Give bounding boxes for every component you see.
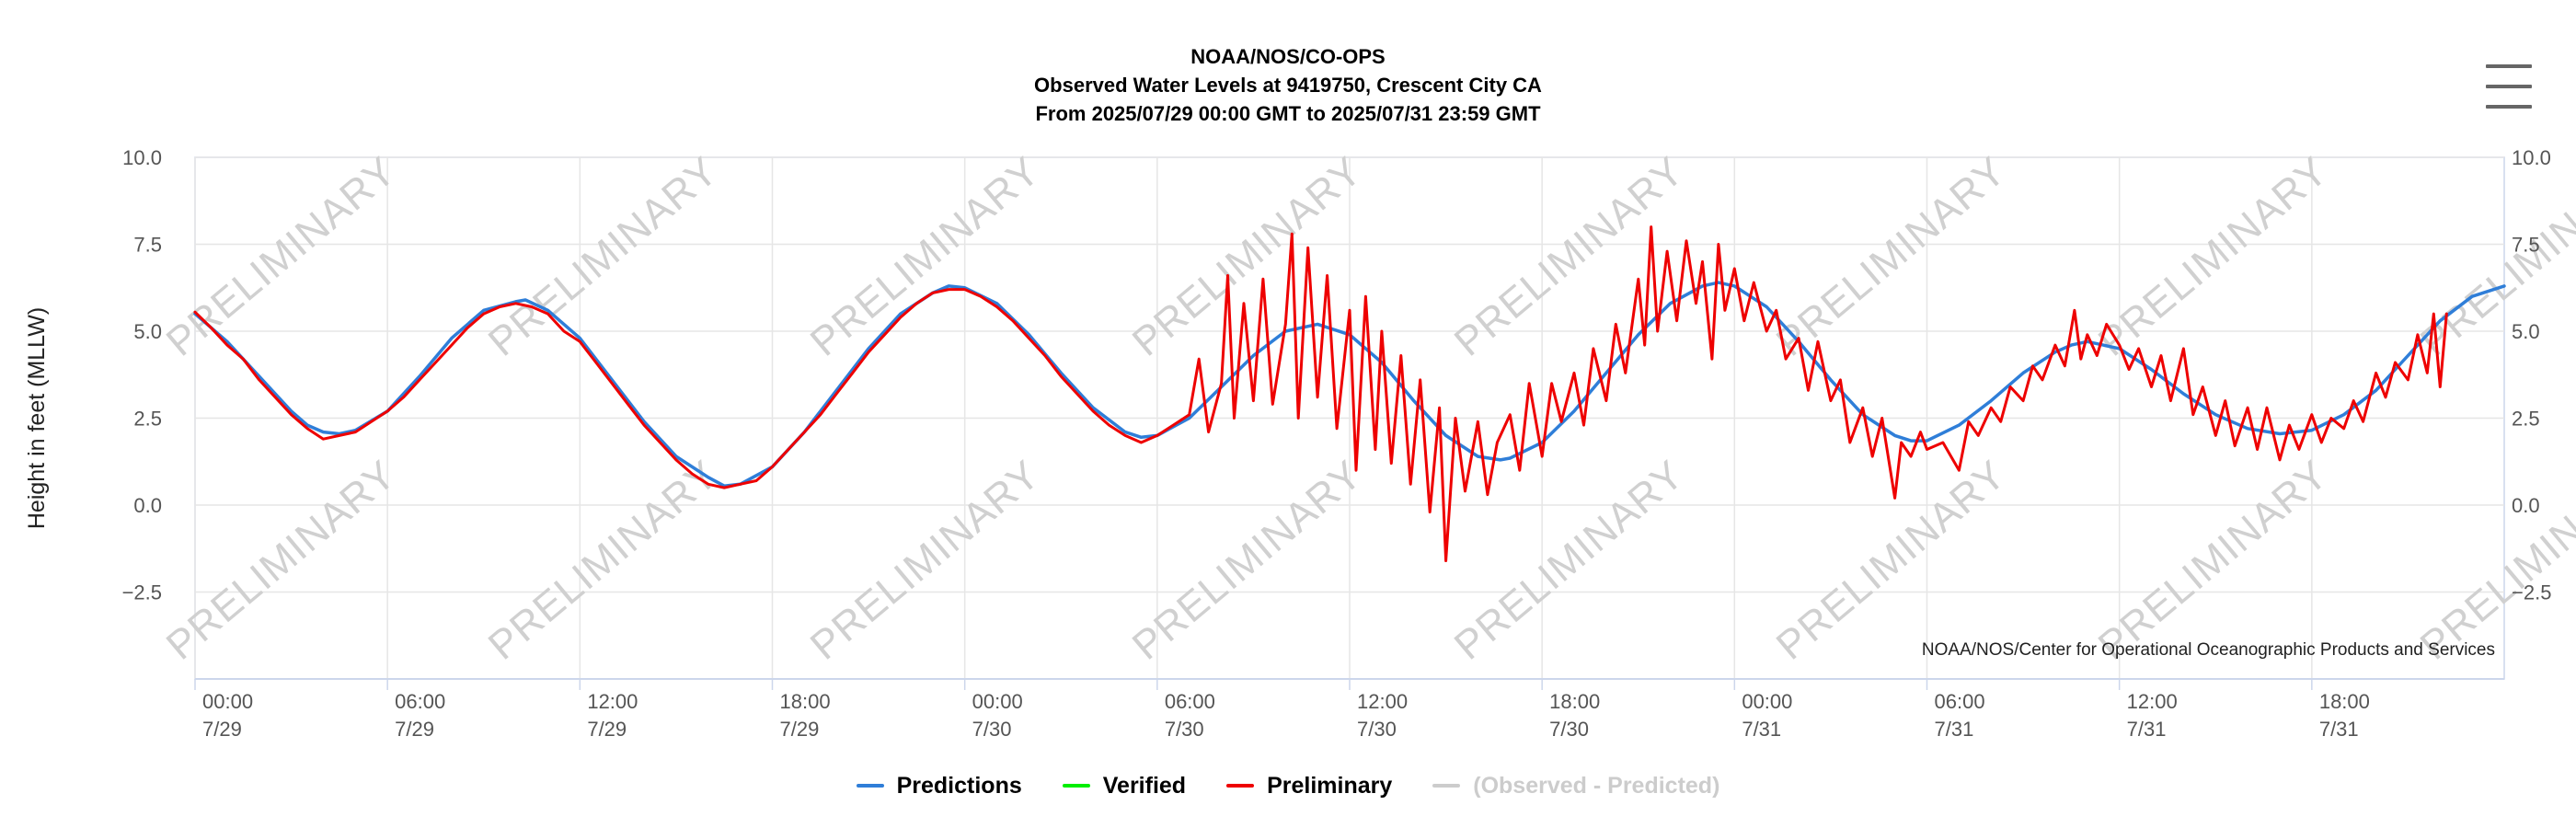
legend-label: Verified (1102, 772, 1187, 799)
x-tick-date-label: 7/31 (1935, 718, 1974, 741)
x-tick-date-label: 7/29 (202, 718, 242, 741)
x-tick-time-label: 00:00 (972, 690, 1023, 713)
y-tick-label-right: 7.5 (2512, 234, 2540, 257)
x-tick-time-label: 06:00 (395, 690, 445, 713)
title-line-station: Observed Water Levels at 9419750, Cresce… (1034, 74, 1542, 97)
x-tick-time-label: 06:00 (1935, 690, 1985, 713)
watermark-text: PRELIMINARY (2412, 452, 2576, 669)
x-tick-time-label: 12:00 (587, 690, 638, 713)
legend-label: Preliminary (1267, 772, 1393, 799)
y-tick-label-left: 0.0 (133, 494, 162, 517)
y-tick-label-left: 10.0 (122, 146, 162, 169)
legend-swatch (1062, 784, 1090, 788)
x-tick-date-label: 7/31 (2319, 718, 2359, 741)
x-tick-date-label: 7/30 (1549, 718, 1589, 741)
watermark-text: PRELIMINARY (2090, 148, 2337, 365)
x-tick-date-label: 7/29 (780, 718, 820, 741)
y-tick-label-right: 10.0 (2512, 146, 2551, 169)
x-tick-date-label: 7/30 (1357, 718, 1397, 741)
y-tick-label-left: 2.5 (133, 408, 162, 431)
axes: 10.0 10.0 7.5 7.5 5.0 5.0 2.5 2.5 0.0 0.0 −2.5 −2.5… (24, 146, 2551, 741)
x-tick-date-label: 7/30 (972, 718, 1012, 741)
watermark-text: PRELIMINARY (802, 148, 1049, 365)
legend-item-observed-predicted[interactable]: (Observed - Predicted) (1432, 773, 1719, 799)
x-tick-date-label: 7/31 (1742, 718, 1781, 741)
y-axis-title: Height in feet (MLLW) (24, 307, 50, 529)
x-tick-date-label: 7/30 (1165, 718, 1204, 741)
watermark-text: PRELIMINARY (1124, 452, 1371, 669)
x-tick-time-label: 18:00 (780, 690, 831, 713)
series-line-predictions (193, 281, 2506, 488)
x-tick-time-label: 18:00 (1549, 690, 1600, 713)
chart-credits[interactable]: NOAA/NOS/Center for Operational Oceanogr… (1922, 640, 2495, 660)
hamburger-menu-icon[interactable] (2484, 63, 2534, 110)
legend-swatch (1432, 784, 1461, 788)
x-tick-date-label: 7/31 (2127, 718, 2167, 741)
legend-item-predictions[interactable]: Predictions (856, 772, 1022, 799)
watermark-text: PRELIMINARY (1768, 148, 2015, 365)
y-tick-label-right: 2.5 (2512, 408, 2540, 431)
chart-legend: Predictions Verified Preliminary (Observed … (0, 767, 2576, 804)
legend-swatch (856, 784, 884, 788)
watermark-layer: PRELIMINARY PRELIMINARY PRELIMINARY PRELIMI… (158, 148, 2576, 669)
legend-swatch (1226, 784, 1255, 788)
y-tick-label-right: 0.0 (2512, 494, 2540, 517)
series-line-preliminary (193, 225, 2448, 562)
legend-label: Predictions (896, 772, 1022, 799)
y-tick-label-right: 5.0 (2512, 320, 2540, 343)
x-tick-time-label: 06:00 (1165, 690, 1215, 713)
watermark-text: PRELIMINARY (2090, 452, 2337, 669)
x-tick-time-label: 12:00 (2127, 690, 2178, 713)
series-layer (193, 225, 2506, 562)
y-tick-label-left: 5.0 (133, 320, 162, 343)
watermark-text: PRELIMINARY (480, 148, 727, 365)
watermark-text: PRELIMINARY (1446, 452, 1693, 669)
x-tick-time-label: 18:00 (2319, 690, 2370, 713)
title-line-range: From 2025/07/29 00:00 GMT to 2025/07/31 … (1035, 102, 1541, 125)
x-tick-time-label: 00:00 (202, 690, 253, 713)
y-tick-label-right: −2.5 (2512, 581, 2551, 604)
x-tick-time-label: 12:00 (1357, 690, 1408, 713)
legend-item-preliminary[interactable]: Preliminary (1226, 773, 1392, 799)
watermark-text: PRELIMINARY (802, 452, 1049, 669)
x-tick-time-label: 00:00 (1742, 690, 1792, 713)
legend-item-verified[interactable]: Verified (1062, 772, 1187, 799)
watermark-text: PRELIMINARY (1446, 148, 1693, 365)
x-tick-date-label: 7/29 (587, 718, 627, 741)
y-tick-label-left: 7.5 (133, 234, 162, 257)
title-line-agency: NOAA/NOS/CO-OPS (1190, 45, 1386, 68)
x-tick-date-label: 7/29 (395, 718, 434, 741)
chart-title: NOAA/NOS/CO-OPS Observed Water Levels at… (0, 42, 2576, 128)
legend-label: (Observed - Predicted) (1473, 772, 1720, 799)
watermark-text: PRELIMINARY (480, 452, 727, 669)
y-tick-label-left: −2.5 (122, 581, 162, 604)
